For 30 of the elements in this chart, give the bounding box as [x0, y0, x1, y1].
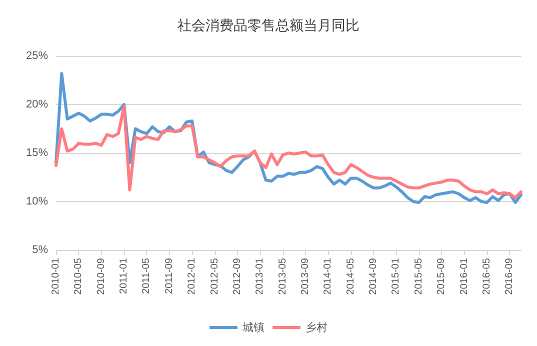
- x-tick-label: 2013-09: [300, 258, 312, 295]
- x-tick-label: 2011-09: [164, 258, 175, 294]
- x-tick-label: 2011-01: [118, 258, 130, 294]
- legend-label: 乡村: [306, 321, 328, 334]
- y-tick-label: 15%: [26, 147, 48, 159]
- x-tick-label: 2015-01: [390, 258, 402, 295]
- x-tick-label: 2012-05: [209, 258, 220, 295]
- x-tick-label: 2013-01: [254, 258, 266, 295]
- y-tick-label: 20%: [26, 98, 48, 110]
- x-tick-label: 2010-01: [50, 258, 62, 295]
- chart-title: 社会消费品零售总额当月同比: [178, 18, 360, 34]
- x-tick-label: 2014-01: [322, 258, 334, 295]
- x-tick-label: 2013-05: [277, 258, 288, 295]
- x-tick-label: 2011-05: [141, 258, 152, 294]
- y-tick-label: 10%: [26, 196, 48, 208]
- x-tick-label: 2012-09: [232, 258, 243, 295]
- x-tick-label: 2016-09: [504, 258, 516, 295]
- y-tick-label: 5%: [32, 244, 48, 256]
- x-tick-label: 2014-05: [345, 258, 356, 295]
- y-tick-label: 25%: [26, 50, 48, 62]
- x-tick-label: 2012-01: [186, 258, 198, 295]
- legend-label: 城镇: [242, 321, 264, 334]
- x-tick-label: 2010-09: [96, 258, 107, 295]
- x-tick-label: 2014-09: [368, 258, 380, 295]
- x-tick-label: 2015-09: [436, 258, 448, 295]
- x-tick-label: 2010-05: [73, 258, 84, 295]
- x-tick-label: 2016-05: [481, 258, 492, 295]
- x-tick-label: 2016-01: [458, 258, 470, 295]
- line-series: [54, 104, 522, 200]
- x-tick-label: 2015-05: [413, 258, 424, 295]
